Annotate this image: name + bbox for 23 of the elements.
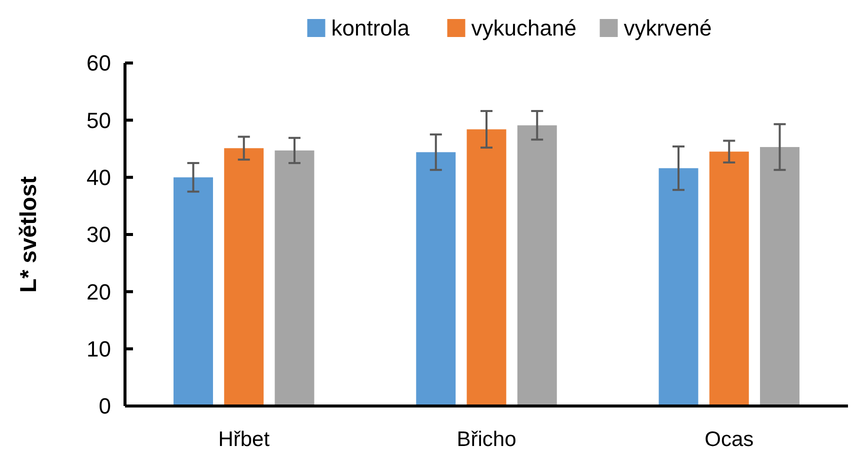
legend-label: kontrola bbox=[331, 16, 410, 41]
y-tick-label: 0 bbox=[98, 394, 111, 419]
bar bbox=[709, 152, 749, 406]
y-tick-label: 20 bbox=[86, 279, 111, 304]
x-tick-label: Hřbet bbox=[218, 428, 270, 451]
bar bbox=[416, 152, 456, 406]
bar bbox=[517, 125, 557, 406]
bar bbox=[466, 129, 506, 406]
legend-label: vykrvené bbox=[624, 16, 712, 41]
legend-label: vykuchané bbox=[471, 16, 576, 41]
y-tick-label: 60 bbox=[86, 50, 111, 76]
y-axis-title: L* světlost bbox=[15, 176, 41, 293]
y-tick-label: 10 bbox=[86, 336, 111, 362]
y-tick-label: 50 bbox=[86, 108, 111, 133]
x-tick-label: Břicho bbox=[456, 428, 516, 451]
bar bbox=[274, 150, 314, 406]
y-tick-label: 30 bbox=[86, 222, 111, 248]
bar bbox=[760, 147, 800, 406]
x-tick-label: Ocas bbox=[704, 428, 754, 451]
bar bbox=[658, 168, 698, 406]
bar bbox=[174, 177, 214, 406]
bar bbox=[224, 148, 264, 406]
y-tick-label: 40 bbox=[86, 165, 111, 190]
